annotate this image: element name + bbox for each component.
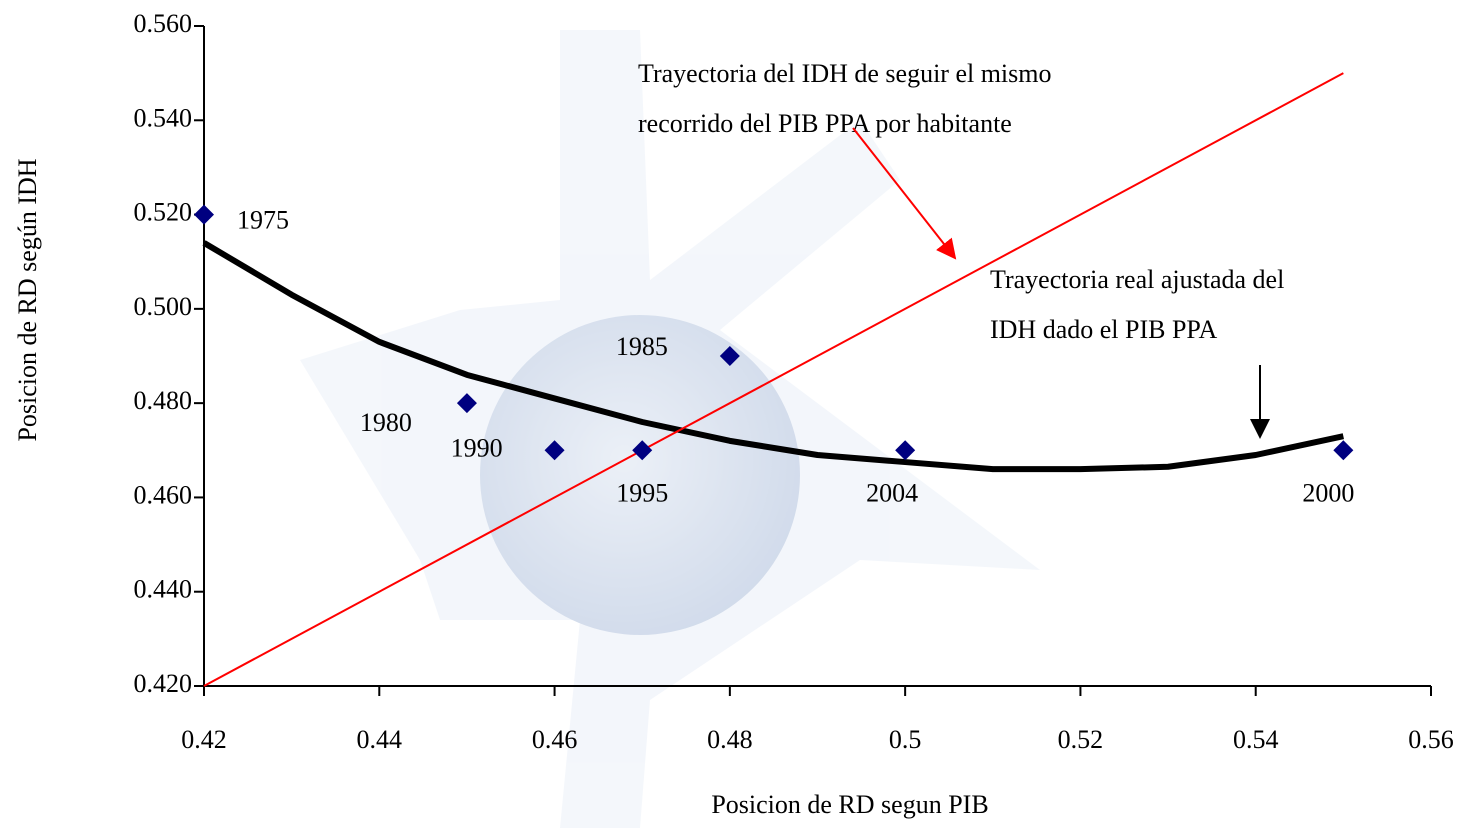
point-label: 1990 (451, 433, 503, 462)
annotation-arrow (852, 127, 957, 260)
data-point (895, 440, 916, 461)
point-label: 1985 (616, 332, 668, 361)
x-tick-label: 0.52 (1058, 725, 1104, 754)
data-point (719, 346, 740, 366)
x-axis-title: Posicion de RD segun PIB (711, 790, 988, 819)
annotation: recorrido del PIB PPA por habitante (638, 109, 1012, 138)
x-tick-label: 0.48 (707, 725, 753, 754)
y-tick-label: 0.560 (134, 9, 193, 38)
point-label: 2004 (866, 478, 918, 507)
x-tick-label: 0.42 (181, 725, 227, 754)
point-label: 1975 (237, 206, 289, 235)
annotation: Trayectoria real ajustada del (990, 265, 1284, 294)
y-tick-label: 0.500 (134, 292, 193, 321)
x-tick-label: 0.56 (1408, 725, 1454, 754)
point-label: 2000 (1302, 478, 1354, 507)
x-tick-label: 0.5 (889, 725, 922, 754)
x-tick-label: 0.46 (532, 725, 578, 754)
data-point (456, 393, 477, 414)
data-point (194, 204, 214, 225)
y-tick-label: 0.460 (134, 480, 193, 509)
y-tick-label: 0.520 (134, 198, 193, 227)
y-tick-label: 0.480 (134, 386, 193, 415)
x-tick-label: 0.54 (1233, 725, 1279, 754)
trend-line (202, 240, 1344, 473)
data-point (1333, 440, 1354, 461)
trend-line (203, 72, 1344, 687)
y-axis-title: Posicion de RD según IDH (13, 158, 42, 441)
y-tick-label: 0.540 (134, 103, 193, 132)
y-tick-label: 0.420 (134, 669, 193, 698)
x-tick-label: 0.44 (357, 725, 403, 754)
annotation: IDH dado el PIB PPA (990, 315, 1218, 344)
y-tick-label: 0.440 (134, 575, 193, 604)
point-label: 1995 (616, 478, 668, 507)
data-point (632, 440, 653, 461)
annotation: Trayectoria del IDH de seguir el mismo (638, 59, 1052, 88)
point-label: 1980 (360, 408, 412, 437)
data-point (544, 440, 565, 461)
